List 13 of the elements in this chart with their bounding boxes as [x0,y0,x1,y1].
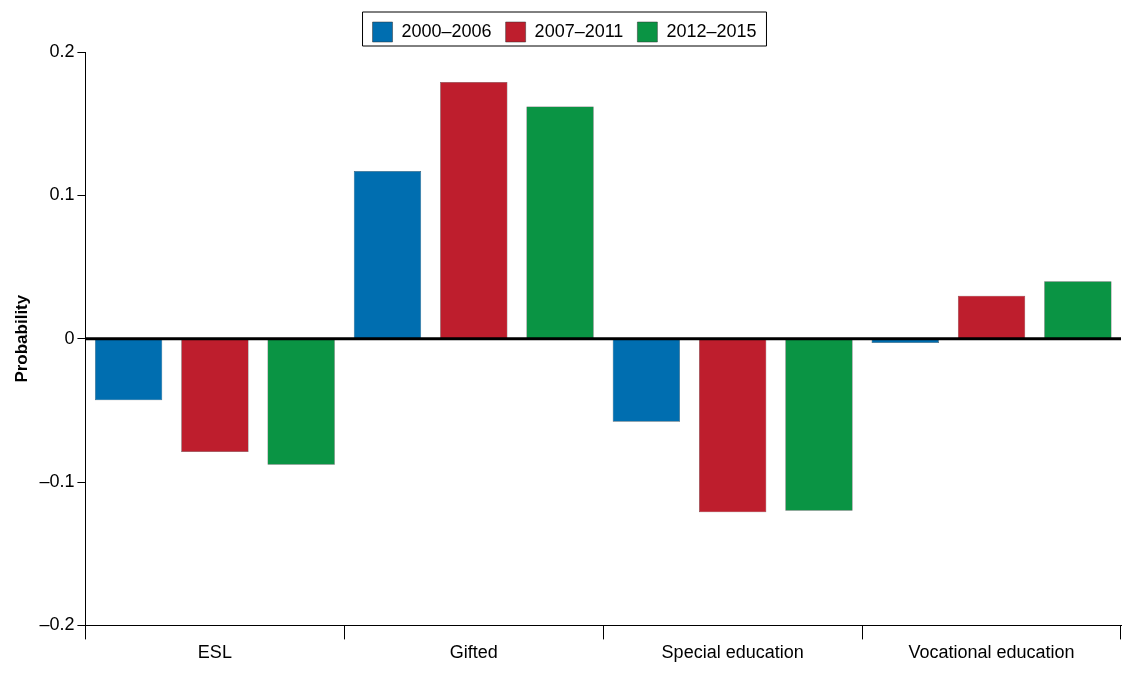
x-tick-label: Gifted [449,642,498,663]
x-tick-label: Vocational education [908,642,1075,663]
y-axis-title: Probability [11,294,31,383]
y-tick-label: –0.2 [39,614,75,635]
x-tick-label: Special education [661,642,804,663]
y-tick-label: 0.1 [49,184,75,205]
y-tick-label: 0.2 [49,40,75,61]
legend-label: 2012–2015 [666,20,757,41]
legend-label: 2007–2011 [534,20,624,41]
legend-label: 2000–2006 [401,20,492,41]
x-tick-label: ESL [197,642,232,663]
y-tick-label: 0 [64,327,75,348]
y-tick-label: –0.1 [39,471,75,492]
